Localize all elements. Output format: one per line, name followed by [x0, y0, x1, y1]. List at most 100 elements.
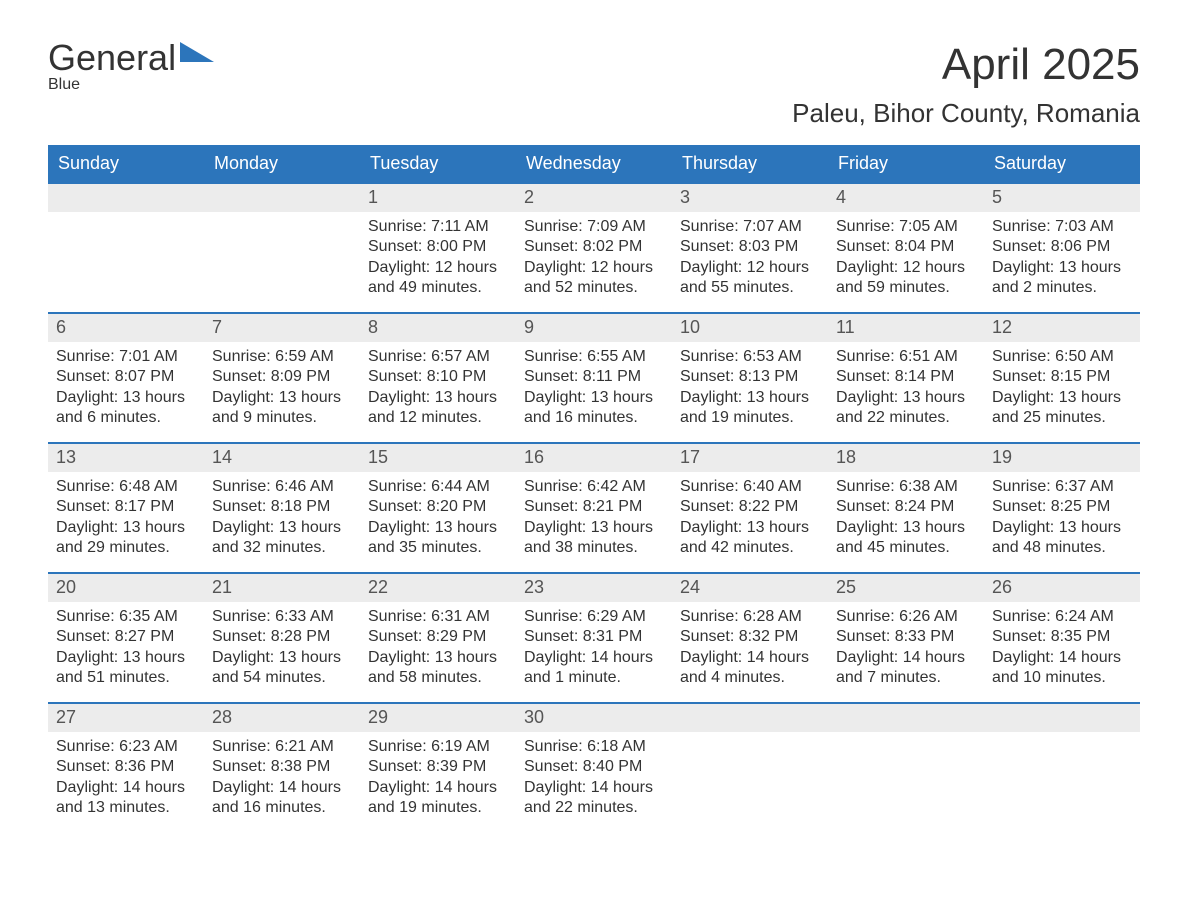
- date-number: 17: [672, 444, 828, 472]
- daylight2-text: and 9 minutes.: [212, 408, 352, 428]
- day-cell: 8Sunrise: 6:57 AMSunset: 8:10 PMDaylight…: [360, 314, 516, 442]
- sunset-text: Sunset: 8:24 PM: [836, 497, 976, 517]
- day-body: Sunrise: 6:37 AMSunset: 8:25 PMDaylight:…: [984, 472, 1140, 569]
- daylight2-text: and 52 minutes.: [524, 278, 664, 298]
- days-of-week-header: SundayMondayTuesdayWednesdayThursdayFrid…: [48, 145, 1140, 182]
- daylight2-text: and 19 minutes.: [368, 798, 508, 818]
- daylight2-text: and 58 minutes.: [368, 668, 508, 688]
- date-number: [828, 704, 984, 732]
- day-cell: 14Sunrise: 6:46 AMSunset: 8:18 PMDayligh…: [204, 444, 360, 572]
- sunset-text: Sunset: 8:11 PM: [524, 367, 664, 387]
- daylight1-text: Daylight: 13 hours: [212, 518, 352, 538]
- day-body: [672, 732, 828, 747]
- sunrise-text: Sunrise: 7:01 AM: [56, 347, 196, 367]
- sunset-text: Sunset: 8:09 PM: [212, 367, 352, 387]
- daylight1-text: Daylight: 14 hours: [524, 778, 664, 798]
- day-body: Sunrise: 7:07 AMSunset: 8:03 PMDaylight:…: [672, 212, 828, 309]
- sunrise-text: Sunrise: 6:24 AM: [992, 607, 1132, 627]
- day-cell: 11Sunrise: 6:51 AMSunset: 8:14 PMDayligh…: [828, 314, 984, 442]
- day-body: [204, 212, 360, 227]
- daylight2-text: and 51 minutes.: [56, 668, 196, 688]
- day-cell: 30Sunrise: 6:18 AMSunset: 8:40 PMDayligh…: [516, 704, 672, 832]
- day-cell: 13Sunrise: 6:48 AMSunset: 8:17 PMDayligh…: [48, 444, 204, 572]
- sunset-text: Sunset: 8:17 PM: [56, 497, 196, 517]
- sunrise-text: Sunrise: 6:50 AM: [992, 347, 1132, 367]
- date-number: 3: [672, 184, 828, 212]
- sunrise-text: Sunrise: 6:35 AM: [56, 607, 196, 627]
- date-number: [204, 184, 360, 212]
- daylight2-text: and 19 minutes.: [680, 408, 820, 428]
- date-number: 12: [984, 314, 1140, 342]
- daylight1-text: Daylight: 13 hours: [992, 518, 1132, 538]
- weeks-container: 1Sunrise: 7:11 AMSunset: 8:00 PMDaylight…: [48, 182, 1140, 832]
- daylight1-text: Daylight: 13 hours: [212, 648, 352, 668]
- daylight2-text: and 25 minutes.: [992, 408, 1132, 428]
- dow-cell: Tuesday: [360, 145, 516, 182]
- day-body: Sunrise: 6:55 AMSunset: 8:11 PMDaylight:…: [516, 342, 672, 439]
- daylight2-text: and 22 minutes.: [524, 798, 664, 818]
- sunset-text: Sunset: 8:02 PM: [524, 237, 664, 257]
- dow-cell: Sunday: [48, 145, 204, 182]
- week-row: 27Sunrise: 6:23 AMSunset: 8:36 PMDayligh…: [48, 702, 1140, 832]
- day-body: Sunrise: 6:28 AMSunset: 8:32 PMDaylight:…: [672, 602, 828, 699]
- day-cell: [672, 704, 828, 832]
- sunset-text: Sunset: 8:33 PM: [836, 627, 976, 647]
- week-row: 1Sunrise: 7:11 AMSunset: 8:00 PMDaylight…: [48, 182, 1140, 312]
- daylight2-text: and 16 minutes.: [212, 798, 352, 818]
- date-number: [672, 704, 828, 732]
- day-cell: 19Sunrise: 6:37 AMSunset: 8:25 PMDayligh…: [984, 444, 1140, 572]
- sunrise-text: Sunrise: 6:44 AM: [368, 477, 508, 497]
- daylight2-text: and 10 minutes.: [992, 668, 1132, 688]
- daylight1-text: Daylight: 14 hours: [992, 648, 1132, 668]
- date-number: 28: [204, 704, 360, 732]
- day-body: Sunrise: 6:50 AMSunset: 8:15 PMDaylight:…: [984, 342, 1140, 439]
- daylight1-text: Daylight: 14 hours: [56, 778, 196, 798]
- day-cell: 26Sunrise: 6:24 AMSunset: 8:35 PMDayligh…: [984, 574, 1140, 702]
- day-body: Sunrise: 6:51 AMSunset: 8:14 PMDaylight:…: [828, 342, 984, 439]
- daylight1-text: Daylight: 13 hours: [992, 388, 1132, 408]
- title-block: April 2025 Paleu, Bihor County, Romania: [792, 40, 1140, 129]
- sunrise-text: Sunrise: 6:31 AM: [368, 607, 508, 627]
- daylight1-text: Daylight: 12 hours: [524, 258, 664, 278]
- sunset-text: Sunset: 8:36 PM: [56, 757, 196, 777]
- daylight1-text: Daylight: 13 hours: [212, 388, 352, 408]
- day-body: [828, 732, 984, 747]
- sunset-text: Sunset: 8:27 PM: [56, 627, 196, 647]
- day-cell: [828, 704, 984, 832]
- date-number: 11: [828, 314, 984, 342]
- dow-cell: Thursday: [672, 145, 828, 182]
- daylight2-text: and 32 minutes.: [212, 538, 352, 558]
- sunset-text: Sunset: 8:20 PM: [368, 497, 508, 517]
- day-body: Sunrise: 7:03 AMSunset: 8:06 PMDaylight:…: [984, 212, 1140, 309]
- daylight1-text: Daylight: 14 hours: [836, 648, 976, 668]
- sunrise-text: Sunrise: 6:23 AM: [56, 737, 196, 757]
- day-cell: 3Sunrise: 7:07 AMSunset: 8:03 PMDaylight…: [672, 184, 828, 312]
- day-body: Sunrise: 6:35 AMSunset: 8:27 PMDaylight:…: [48, 602, 204, 699]
- logo-word-2: Blue: [48, 76, 214, 94]
- calendar: SundayMondayTuesdayWednesdayThursdayFrid…: [48, 145, 1140, 832]
- sunrise-text: Sunrise: 7:07 AM: [680, 217, 820, 237]
- day-body: Sunrise: 6:19 AMSunset: 8:39 PMDaylight:…: [360, 732, 516, 829]
- daylight2-text: and 22 minutes.: [836, 408, 976, 428]
- day-body: Sunrise: 6:21 AMSunset: 8:38 PMDaylight:…: [204, 732, 360, 829]
- sunrise-text: Sunrise: 6:38 AM: [836, 477, 976, 497]
- day-body: Sunrise: 6:31 AMSunset: 8:29 PMDaylight:…: [360, 602, 516, 699]
- dow-cell: Friday: [828, 145, 984, 182]
- date-number: 23: [516, 574, 672, 602]
- day-body: Sunrise: 7:09 AMSunset: 8:02 PMDaylight:…: [516, 212, 672, 309]
- day-body: Sunrise: 6:59 AMSunset: 8:09 PMDaylight:…: [204, 342, 360, 439]
- sunrise-text: Sunrise: 7:05 AM: [836, 217, 976, 237]
- sunset-text: Sunset: 8:10 PM: [368, 367, 508, 387]
- day-body: Sunrise: 7:01 AMSunset: 8:07 PMDaylight:…: [48, 342, 204, 439]
- day-body: Sunrise: 6:46 AMSunset: 8:18 PMDaylight:…: [204, 472, 360, 569]
- logo: General Blue: [48, 40, 214, 94]
- day-cell: 16Sunrise: 6:42 AMSunset: 8:21 PMDayligh…: [516, 444, 672, 572]
- daylight1-text: Daylight: 13 hours: [524, 388, 664, 408]
- daylight2-text: and 13 minutes.: [56, 798, 196, 818]
- day-body: Sunrise: 6:42 AMSunset: 8:21 PMDaylight:…: [516, 472, 672, 569]
- day-cell: 21Sunrise: 6:33 AMSunset: 8:28 PMDayligh…: [204, 574, 360, 702]
- day-cell: 25Sunrise: 6:26 AMSunset: 8:33 PMDayligh…: [828, 574, 984, 702]
- day-cell: 5Sunrise: 7:03 AMSunset: 8:06 PMDaylight…: [984, 184, 1140, 312]
- day-body: Sunrise: 6:18 AMSunset: 8:40 PMDaylight:…: [516, 732, 672, 829]
- sunrise-text: Sunrise: 6:29 AM: [524, 607, 664, 627]
